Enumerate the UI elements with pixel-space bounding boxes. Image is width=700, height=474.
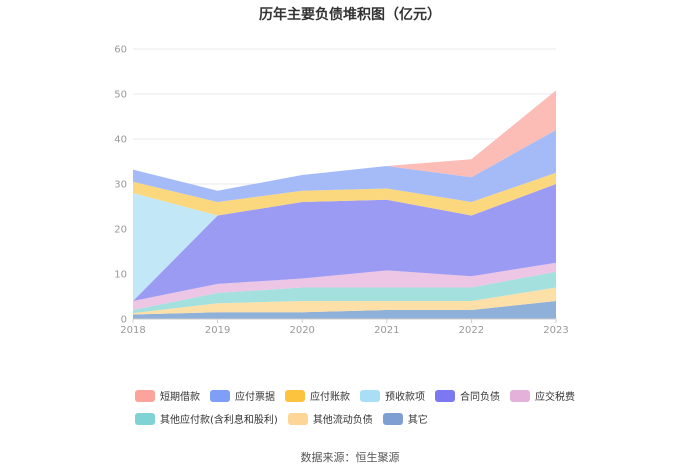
legend-label: 短期借款 (160, 392, 200, 403)
area-series-7 (133, 130, 556, 202)
legend-swatch (135, 389, 155, 402)
x-tick-label: 2021 (374, 325, 399, 336)
y-tick-label: 10 (114, 270, 127, 281)
legend-item[interactable]: 短期借款 (135, 388, 200, 403)
legend-label: 其他应付款(含利息和股利) (160, 415, 278, 426)
y-tick-label: 0 (121, 315, 127, 326)
legend-label: 应交税费 (535, 392, 575, 403)
legend-label: 应付账款 (310, 392, 350, 403)
y-tick-label: 50 (114, 90, 127, 101)
legend-item[interactable]: 应付账款 (285, 388, 350, 403)
area-series-6 (133, 172, 556, 216)
legend-swatch (435, 389, 455, 402)
x-tick-label: 2020 (289, 325, 314, 336)
legend-swatch (285, 389, 305, 402)
legend-item[interactable]: 合同负债 (435, 388, 500, 403)
y-tick-label: 20 (114, 225, 127, 236)
axes: 0 10 20 30 40 50 60 2018 2019 2020 2021 2022 2023 (114, 45, 568, 337)
legend-label: 应付票据 (235, 392, 275, 403)
chart-title: 历年主要负债堆积图（亿元） (259, 7, 441, 23)
area-series-2 (133, 271, 556, 314)
legend: 短期借款 应付票据 应付账款 预收款项 合同负债 应交税费其他应付款(含利息和股利) 其他流… (135, 388, 595, 426)
legend-item[interactable]: 应交税费 (510, 388, 575, 403)
area-series-0 (133, 301, 556, 319)
y-tick-label: 40 (114, 135, 127, 146)
x-tick-label: 2022 (459, 325, 484, 336)
legend-swatch (287, 412, 308, 425)
legend-label: 其它 (407, 415, 428, 426)
legend-swatch (360, 389, 380, 402)
source-note: 数据来源：恒生聚源 (300, 451, 400, 464)
legend-label: 预收款项 (385, 392, 425, 403)
y-tick-label: 60 (114, 45, 127, 56)
legend-item[interactable]: 其他流动负债 (287, 411, 373, 426)
legend-label: 其他流动负债 (312, 415, 373, 426)
legend-item[interactable]: 其它 (382, 411, 428, 426)
legend-swatch (135, 412, 155, 425)
x-tick-label: 2019 (205, 325, 230, 336)
legend-swatch (382, 412, 403, 425)
x-tick-label: 2023 (543, 325, 568, 336)
area-series-8 (133, 90, 556, 191)
x-tick-label: 2018 (120, 325, 145, 336)
legend-item[interactable]: 其他应付款(含利息和股利) (135, 411, 278, 426)
area-series (133, 90, 556, 319)
area-series-4 (133, 184, 556, 301)
legend-item[interactable]: 应付票据 (210, 388, 275, 403)
y-tick-label: 30 (114, 180, 127, 191)
legend-swatch (510, 389, 530, 402)
legend-label: 合同负债 (460, 392, 500, 403)
legend-item[interactable]: 预收款项 (360, 388, 425, 403)
area-series-3 (133, 262, 556, 310)
legend-swatch (210, 389, 230, 402)
